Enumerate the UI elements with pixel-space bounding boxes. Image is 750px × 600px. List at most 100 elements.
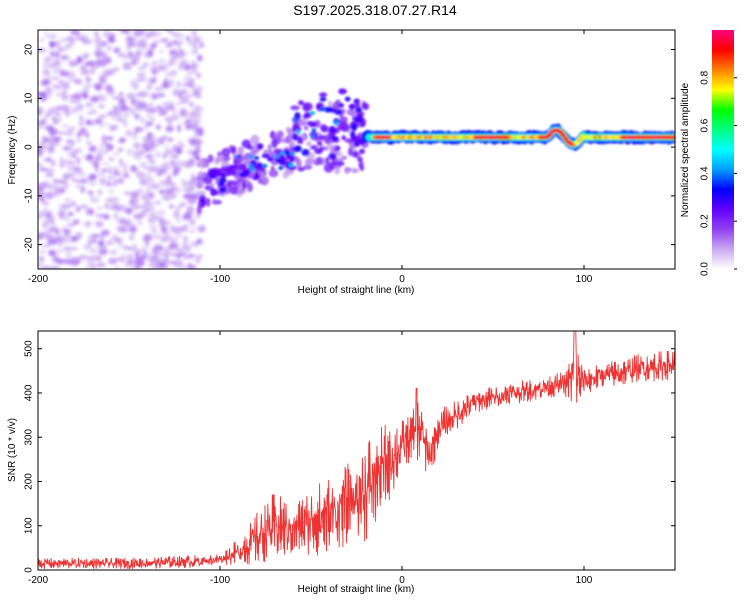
spectral-cell bbox=[220, 173, 226, 179]
spectral-cell bbox=[120, 253, 126, 260]
spectral-cell bbox=[38, 262, 42, 268]
spectral-cell bbox=[107, 242, 116, 246]
spectral-cell bbox=[60, 55, 67, 60]
spectral-cell bbox=[122, 167, 130, 174]
spectral-cell bbox=[70, 151, 78, 155]
spectral-cell bbox=[148, 50, 154, 58]
spectral-cell bbox=[195, 225, 202, 231]
spectral-cell bbox=[353, 139, 361, 148]
spectral-cell bbox=[314, 148, 323, 155]
spectral-cell bbox=[211, 198, 217, 205]
spectral-cell bbox=[47, 239, 58, 246]
spectral-cell bbox=[359, 148, 366, 155]
spectral-cell bbox=[190, 49, 199, 55]
spectral-cell bbox=[118, 137, 126, 144]
spectral-cell bbox=[66, 149, 72, 157]
spectral-cell bbox=[53, 58, 62, 67]
spectral-cell bbox=[117, 217, 126, 224]
spectral-cell bbox=[176, 248, 182, 253]
spectral-cell bbox=[83, 62, 91, 67]
spectral-cell bbox=[68, 61, 78, 67]
colorbar: 0.0 0.2 0.4 0.6 0.8 Normalized spectral ampl… bbox=[680, 30, 737, 276]
spectral-cell bbox=[164, 259, 171, 264]
spectral-cell bbox=[124, 207, 134, 215]
spectral-cell bbox=[100, 213, 108, 218]
spectral-cell bbox=[131, 165, 137, 173]
spectral-cell bbox=[136, 72, 147, 78]
spectral-cell bbox=[112, 171, 122, 177]
spectral-cell bbox=[188, 253, 194, 259]
spectral-cell bbox=[64, 216, 70, 222]
spectral-cell bbox=[225, 166, 233, 173]
spectral-cell bbox=[149, 206, 156, 212]
spectral-cell bbox=[74, 179, 83, 184]
spectral-cell bbox=[76, 31, 81, 37]
spectral-cell bbox=[76, 137, 81, 143]
spectral-cell bbox=[182, 223, 189, 232]
spectral-cell bbox=[85, 76, 92, 83]
spectral-cell bbox=[298, 100, 304, 106]
spectral-cell bbox=[43, 115, 48, 122]
spectral-cell bbox=[157, 209, 166, 216]
spectral-cell bbox=[357, 156, 363, 162]
spectral-cell bbox=[154, 265, 163, 269]
spectral-cell bbox=[216, 151, 223, 157]
spectral-cell bbox=[194, 259, 201, 264]
spectral-cell bbox=[158, 189, 164, 195]
spectral-cell bbox=[129, 36, 135, 42]
spectral-cell bbox=[38, 231, 48, 238]
spectral-cell bbox=[163, 249, 171, 257]
y-tick-label: 0 bbox=[24, 567, 35, 573]
spectral-cell bbox=[189, 64, 197, 69]
spectral-cell bbox=[88, 175, 93, 181]
spectral-cell bbox=[101, 134, 107, 143]
spectral-cell bbox=[69, 93, 80, 100]
spectral-cell bbox=[136, 77, 147, 82]
y-tick-label: 10 bbox=[24, 92, 35, 104]
spectral-cell bbox=[179, 201, 187, 207]
spectral-cell bbox=[148, 212, 153, 217]
spectral-cell bbox=[176, 124, 182, 133]
spectral-cell bbox=[172, 236, 179, 244]
spectral-cell bbox=[61, 94, 69, 101]
spectral-cell bbox=[53, 76, 59, 80]
y-tick-label: 300 bbox=[24, 428, 35, 445]
spectral-cell bbox=[119, 53, 130, 60]
spectral-cell bbox=[278, 159, 286, 166]
spectral-cell bbox=[323, 146, 328, 152]
spectral-cell bbox=[105, 136, 114, 141]
spectral-cell bbox=[193, 133, 200, 137]
spectral-cell bbox=[106, 45, 112, 52]
spectral-cell bbox=[61, 123, 69, 129]
spectral-cell bbox=[79, 204, 88, 210]
spectral-cell bbox=[47, 107, 58, 115]
spectral-cell bbox=[301, 148, 310, 157]
spectral-cell bbox=[67, 126, 76, 131]
spectral-cell bbox=[176, 80, 181, 88]
spectral-cell bbox=[38, 210, 45, 217]
spectral-cell bbox=[89, 208, 94, 216]
chart-title: S197.2025.318.07.27.R14 bbox=[293, 2, 457, 18]
spectral-cell bbox=[145, 176, 155, 184]
spectral-cell bbox=[67, 203, 73, 208]
spectral-cell bbox=[295, 158, 302, 169]
spectral-cell bbox=[92, 254, 102, 261]
spectral-cell bbox=[125, 45, 132, 51]
spectral-cell bbox=[157, 112, 167, 116]
spectral-cell bbox=[238, 163, 247, 170]
colorbar-label: Normalized spectral amplitude bbox=[680, 82, 691, 217]
spectral-cell bbox=[38, 191, 46, 198]
spectral-cell bbox=[137, 66, 147, 71]
spectral-cell bbox=[171, 173, 177, 177]
spectral-cell bbox=[188, 228, 196, 234]
spectral-cell bbox=[176, 160, 187, 167]
spectral-cell bbox=[194, 139, 204, 144]
spectral-cell bbox=[196, 238, 203, 245]
spectral-cell bbox=[144, 125, 149, 130]
spectral-cell bbox=[185, 118, 192, 124]
spectral-cell bbox=[176, 147, 183, 155]
spectral-cell bbox=[109, 249, 118, 256]
spectral-cell bbox=[190, 60, 196, 66]
spectral-cell bbox=[51, 183, 61, 192]
spectral-cell bbox=[297, 166, 305, 172]
